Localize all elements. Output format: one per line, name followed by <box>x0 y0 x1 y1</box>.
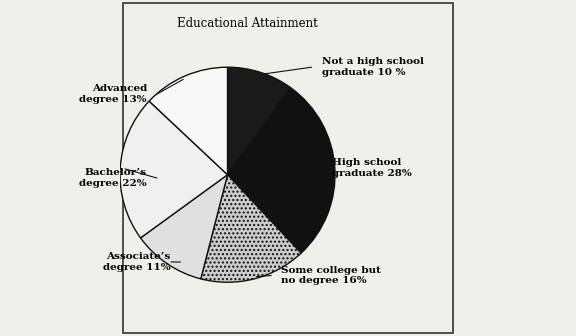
Wedge shape <box>201 175 301 282</box>
Wedge shape <box>149 67 228 175</box>
Text: Educational Attainment: Educational Attainment <box>177 17 318 30</box>
Wedge shape <box>228 67 291 175</box>
Text: Some college but
no degree 16%: Some college but no degree 16% <box>281 266 381 285</box>
Text: High school
graduate 28%: High school graduate 28% <box>332 158 411 178</box>
Text: Advanced
degree 13%: Advanced degree 13% <box>79 84 147 104</box>
Wedge shape <box>141 175 228 279</box>
Wedge shape <box>120 101 228 238</box>
Text: Not a high school
graduate 10 %: Not a high school graduate 10 % <box>321 57 423 77</box>
Wedge shape <box>228 88 335 253</box>
Text: Bachelor’s
degree 22%: Bachelor’s degree 22% <box>79 168 147 188</box>
Text: Associate’s
degree 11%: Associate’s degree 11% <box>103 252 170 272</box>
